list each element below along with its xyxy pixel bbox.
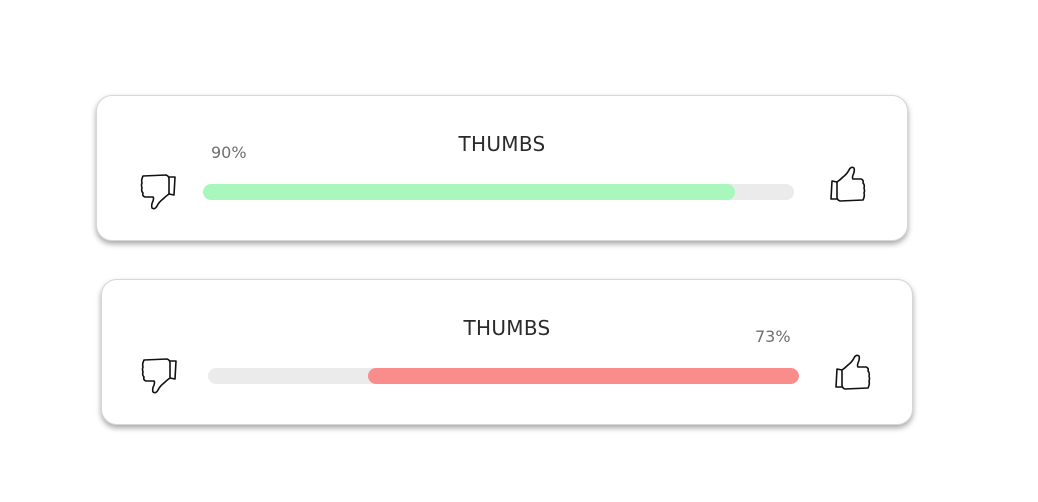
thumbs-down-icon[interactable] bbox=[140, 356, 180, 398]
thumbs-down-icon[interactable] bbox=[139, 172, 179, 214]
widget-title: THUMBS bbox=[463, 316, 551, 340]
thumbs-up-icon[interactable] bbox=[832, 350, 872, 392]
widget-title: THUMBS bbox=[458, 132, 546, 156]
rating-progress-fill bbox=[367, 368, 799, 384]
thumbs-rating-card: THUMBS 90% bbox=[96, 95, 908, 241]
rating-progress-track[interactable] bbox=[203, 184, 794, 200]
thumbs-rating-card: THUMBS 73% bbox=[101, 279, 913, 425]
thumbs-up-icon[interactable] bbox=[827, 162, 867, 204]
rating-progress-track[interactable] bbox=[208, 368, 799, 384]
rating-progress-fill bbox=[203, 184, 735, 200]
percent-label: 73% bbox=[755, 327, 791, 346]
percent-label: 90% bbox=[211, 143, 247, 162]
